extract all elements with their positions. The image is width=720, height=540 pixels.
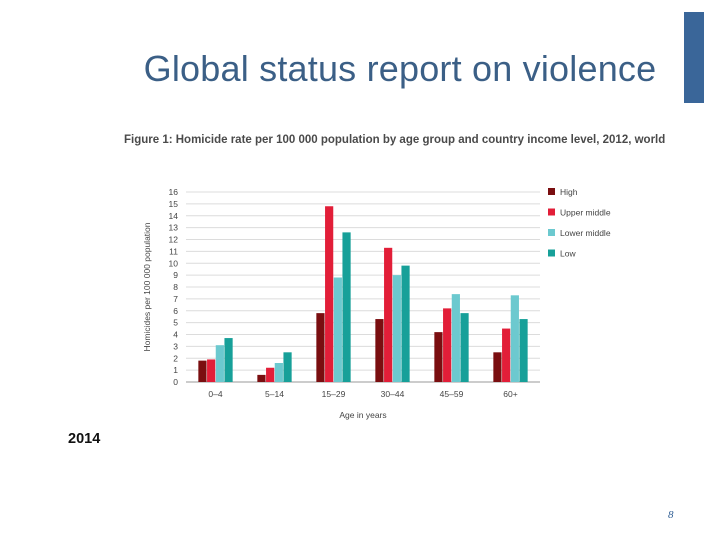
y-tick-label: 0 xyxy=(173,377,178,387)
y-tick-label: 11 xyxy=(169,246,178,256)
bar xyxy=(460,313,469,382)
bar xyxy=(384,247,393,382)
y-tick-label: 9 xyxy=(173,270,178,280)
legend-swatch xyxy=(548,208,555,216)
y-tick-label: 16 xyxy=(169,187,179,197)
bar xyxy=(392,275,401,382)
bar xyxy=(274,363,283,382)
figure-caption: Figure 1: Homicide rate per 100 000 popu… xyxy=(124,134,666,146)
bar xyxy=(493,352,502,382)
bar xyxy=(215,345,224,382)
page-number: 8 xyxy=(668,509,674,521)
x-tick-label: 30–44 xyxy=(381,389,405,399)
bar xyxy=(283,352,292,382)
y-tick-label: 4 xyxy=(173,330,178,340)
bar xyxy=(519,319,528,382)
bar xyxy=(502,328,511,382)
bar xyxy=(207,359,216,382)
legend-swatch xyxy=(548,249,555,257)
y-tick-label: 10 xyxy=(169,258,179,268)
slide-title: Global status report on violence xyxy=(143,48,657,89)
bar xyxy=(434,332,443,382)
y-tick-label: 7 xyxy=(173,294,178,304)
bar xyxy=(401,265,410,382)
x-tick-label: 0–4 xyxy=(208,389,222,399)
y-tick-label: 2 xyxy=(173,353,178,363)
y-tick-label: 5 xyxy=(173,318,178,328)
bar xyxy=(325,206,334,382)
bar xyxy=(342,232,351,382)
legend-label: Low xyxy=(560,249,576,259)
x-tick-label: 15–29 xyxy=(322,389,346,399)
bar xyxy=(375,319,384,382)
legend-label: High xyxy=(560,187,578,197)
accent-bar xyxy=(684,12,704,103)
y-tick-label: 1 xyxy=(173,365,178,375)
x-axis-label: Age in years xyxy=(339,410,386,420)
year-label: 2014 xyxy=(68,431,101,447)
y-tick-label: 15 xyxy=(169,199,179,209)
legend-label: Upper middle xyxy=(560,208,611,218)
y-tick-label: 3 xyxy=(173,341,178,351)
y-tick-label: 8 xyxy=(173,282,178,292)
x-tick-label: 5–14 xyxy=(265,389,284,399)
legend-swatch xyxy=(548,188,555,195)
legend-swatch xyxy=(548,229,555,236)
x-tick-label: 60+ xyxy=(503,389,517,399)
bar xyxy=(510,295,519,382)
bar xyxy=(316,313,325,382)
bar xyxy=(333,277,342,382)
y-axis-label: Homicides per 100 000 population xyxy=(142,222,152,351)
bar xyxy=(224,338,233,382)
bar xyxy=(266,367,275,382)
bar xyxy=(443,308,452,382)
x-tick-label: 45–59 xyxy=(440,389,464,399)
bar xyxy=(257,374,266,382)
bar xyxy=(451,294,460,382)
bar xyxy=(198,360,207,382)
y-tick-label: 14 xyxy=(169,211,179,221)
y-tick-label: 6 xyxy=(173,306,178,316)
legend-label: Lower middle xyxy=(560,228,611,238)
y-tick-label: 13 xyxy=(169,223,179,233)
y-tick-label: 12 xyxy=(169,235,179,245)
